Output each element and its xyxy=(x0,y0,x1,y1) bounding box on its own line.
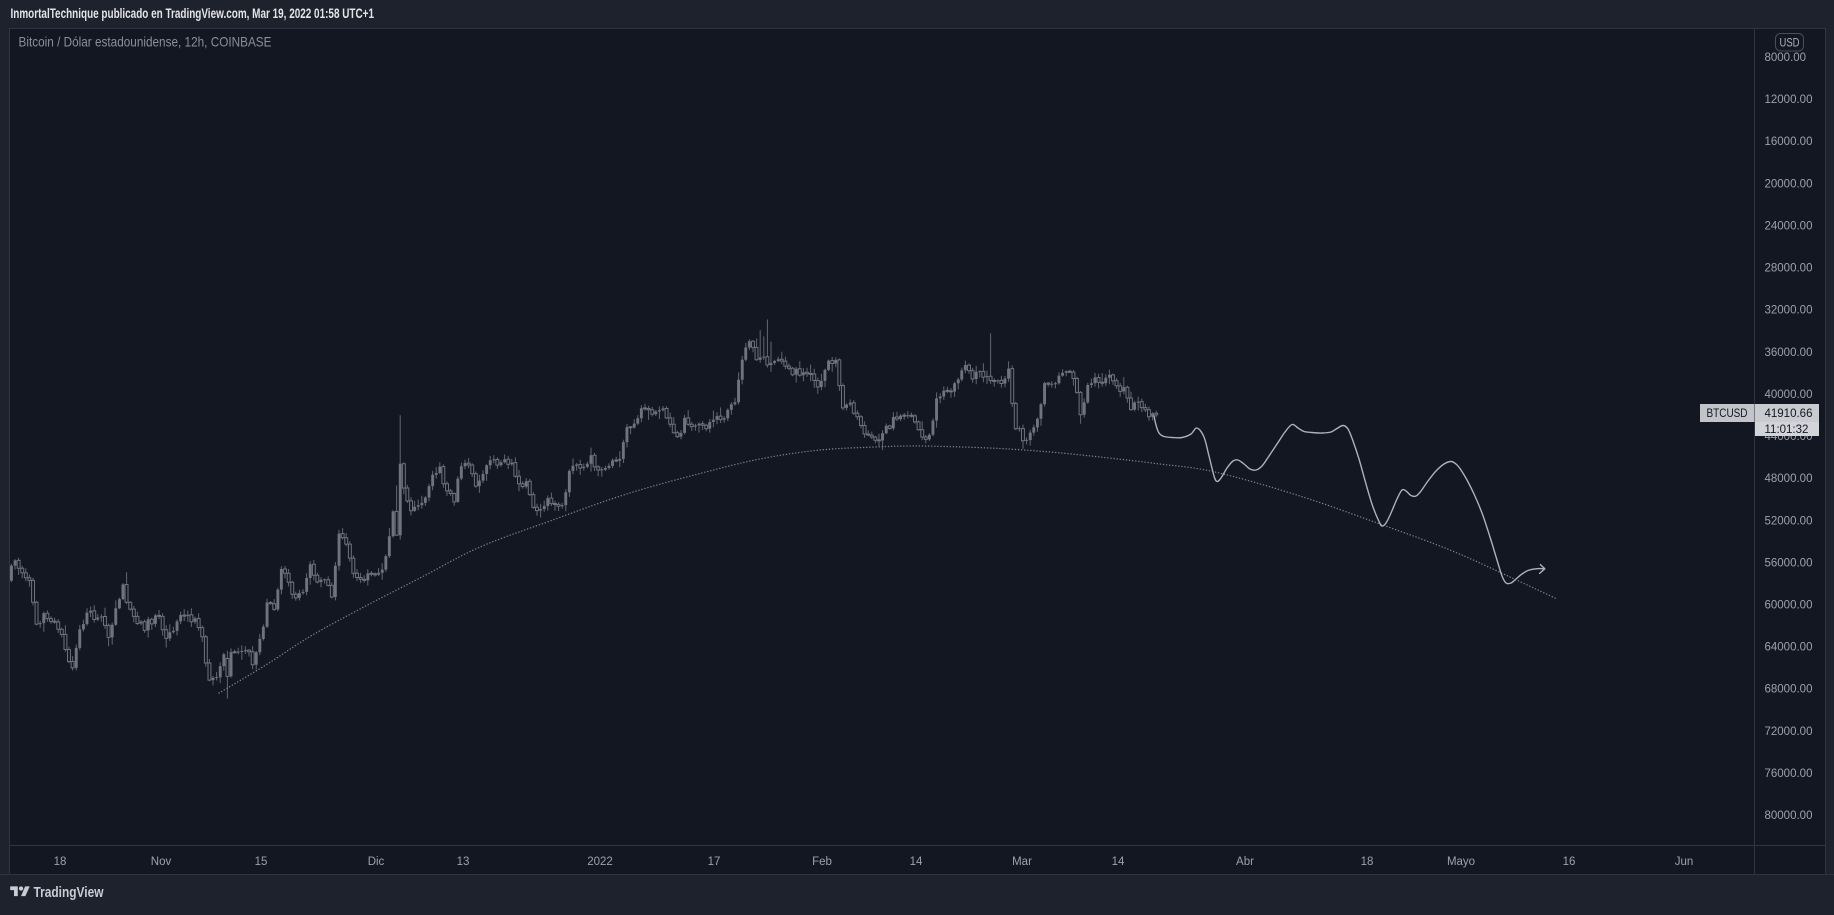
svg-text:56000.00: 56000.00 xyxy=(1765,557,1813,569)
svg-text:TradingView: TradingView xyxy=(34,885,105,901)
svg-text:Mayo: Mayo xyxy=(1447,856,1475,868)
svg-text:28000.00: 28000.00 xyxy=(1765,263,1813,275)
svg-text:68000.00: 68000.00 xyxy=(1765,684,1813,696)
svg-text:Abr: Abr xyxy=(1236,856,1254,868)
svg-text:14: 14 xyxy=(910,856,923,868)
svg-text:72000.00: 72000.00 xyxy=(1765,726,1813,738)
svg-text:BTCUSD: BTCUSD xyxy=(1707,408,1748,420)
svg-text:36000.00: 36000.00 xyxy=(1765,347,1813,359)
svg-text:Bitcoin / Dólar estadounidense: Bitcoin / Dólar estadounidense, 12h, COI… xyxy=(19,34,272,50)
svg-text:80000.00: 80000.00 xyxy=(1765,810,1813,822)
svg-text:24000.00: 24000.00 xyxy=(1765,221,1813,233)
svg-text:17: 17 xyxy=(708,856,721,868)
svg-text:11:01:32: 11:01:32 xyxy=(1765,424,1809,436)
svg-text:18: 18 xyxy=(54,856,67,868)
svg-text:2022: 2022 xyxy=(587,856,613,868)
svg-text:60000.00: 60000.00 xyxy=(1765,600,1813,612)
svg-text:13: 13 xyxy=(457,856,470,868)
svg-text:InmortalTechnique publicado en: InmortalTechnique publicado en TradingVi… xyxy=(11,6,375,21)
svg-text:12000.00: 12000.00 xyxy=(1765,94,1813,106)
svg-text:48000.00: 48000.00 xyxy=(1765,473,1813,485)
svg-text:Nov: Nov xyxy=(151,856,172,868)
svg-text:64000.00: 64000.00 xyxy=(1765,642,1813,654)
svg-text:8000.00: 8000.00 xyxy=(1765,52,1807,64)
svg-text:USD: USD xyxy=(1780,36,1800,50)
svg-text:14: 14 xyxy=(1112,856,1125,868)
svg-text:Jun: Jun xyxy=(1675,856,1694,868)
svg-text:18: 18 xyxy=(1361,856,1374,868)
svg-text:16: 16 xyxy=(1563,856,1576,868)
svg-text:Mar: Mar xyxy=(1012,856,1032,868)
svg-text:Dic: Dic xyxy=(368,856,385,868)
svg-text:16000.00: 16000.00 xyxy=(1765,136,1813,148)
svg-text:41910.66: 41910.66 xyxy=(1765,408,1813,420)
svg-text:52000.00: 52000.00 xyxy=(1765,515,1813,527)
svg-text:15: 15 xyxy=(255,856,268,868)
svg-text:Feb: Feb xyxy=(812,856,832,868)
svg-text:40000.00: 40000.00 xyxy=(1765,389,1813,401)
svg-text:32000.00: 32000.00 xyxy=(1765,305,1813,317)
svg-text:76000.00: 76000.00 xyxy=(1765,768,1813,780)
svg-text:20000.00: 20000.00 xyxy=(1765,178,1813,190)
